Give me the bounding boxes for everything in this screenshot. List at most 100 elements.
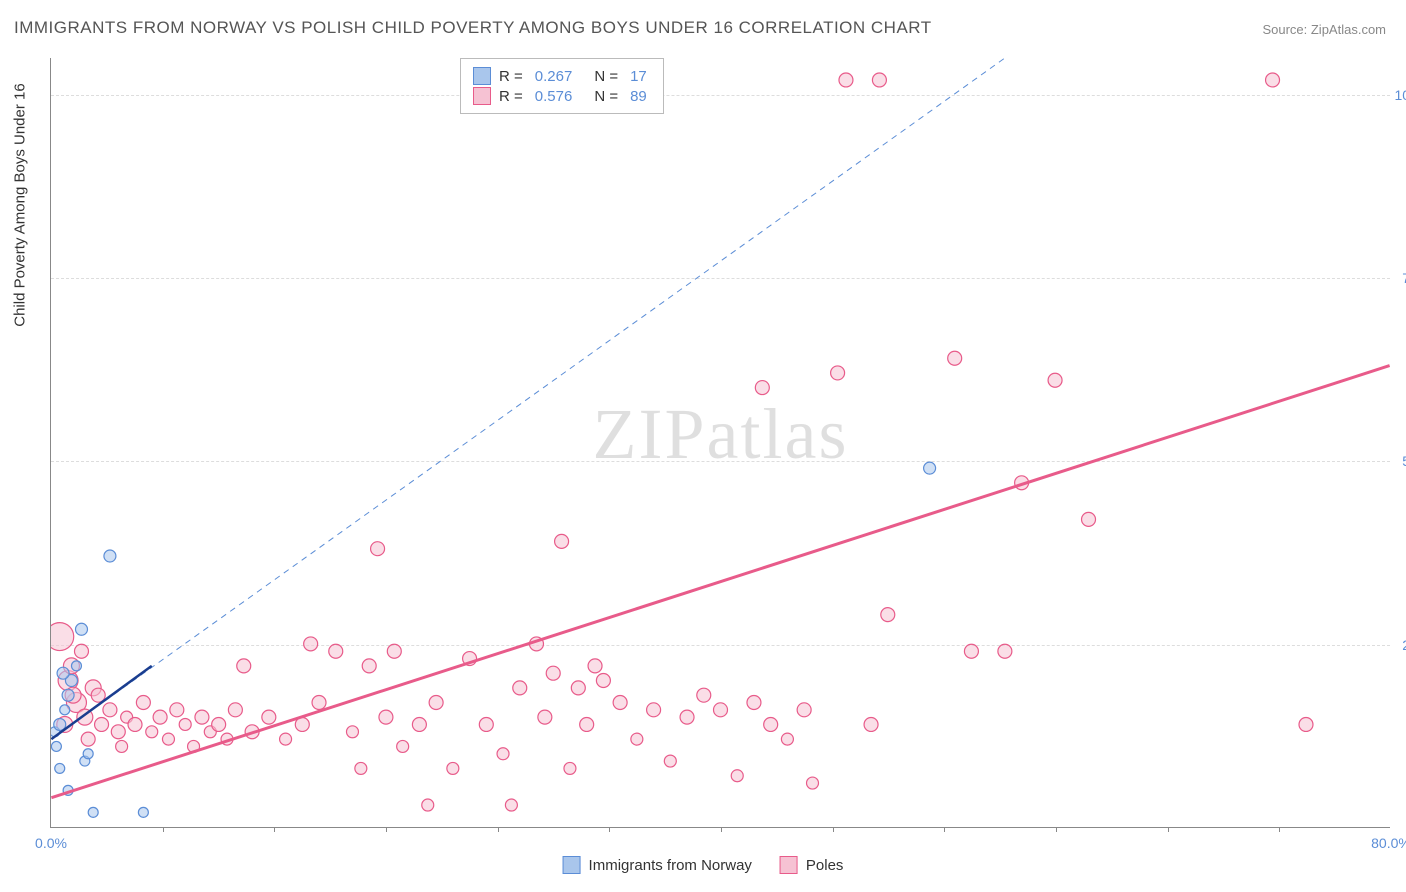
scatter-point (138, 807, 148, 817)
scatter-point (1082, 512, 1096, 526)
scatter-point (128, 717, 142, 731)
legend-swatch (473, 67, 491, 85)
scatter-point (103, 703, 117, 717)
scatter-point (51, 623, 74, 651)
scatter-point (104, 550, 116, 562)
x-minor-tick (944, 827, 945, 832)
scatter-point (731, 770, 743, 782)
legend-row: R = 0.267 N = 17 (473, 67, 651, 85)
scatter-point (62, 689, 74, 701)
n-value: 89 (630, 88, 647, 105)
trend-line (51, 58, 1005, 739)
scatter-point (714, 703, 728, 717)
scatter-point (479, 717, 493, 731)
n-label: N = (594, 88, 618, 105)
scatter-point (111, 725, 125, 739)
scatter-point (397, 740, 409, 752)
n-value: 17 (630, 68, 647, 85)
scatter-point (146, 726, 158, 738)
correlation-chart: IMMIGRANTS FROM NORWAY VS POLISH CHILD P… (0, 0, 1406, 892)
scatter-point (355, 762, 367, 774)
scatter-point (422, 799, 434, 811)
legend-swatch (473, 87, 491, 105)
scatter-point (212, 717, 226, 731)
scatter-point (83, 749, 93, 759)
scatter-point (362, 659, 376, 673)
x-minor-tick (609, 827, 610, 832)
scatter-point (564, 762, 576, 774)
scatter-point (596, 674, 610, 688)
y-tick-label: 50.0% (1402, 453, 1406, 469)
y-tick-label: 25.0% (1402, 637, 1406, 653)
scatter-point (831, 366, 845, 380)
scatter-point (55, 763, 65, 773)
y-tick-label: 100.0% (1395, 87, 1406, 103)
plot-area: ZIPatlas 25.0%50.0%75.0%100.0%0.0%80.0% (50, 58, 1390, 828)
scatter-point (88, 807, 98, 817)
scatter-point (697, 688, 711, 702)
scatter-point (948, 351, 962, 365)
scatter-point (346, 726, 358, 738)
series-legend: Immigrants from Norway Poles (563, 856, 844, 874)
scatter-point (538, 710, 552, 724)
legend-item: Poles (780, 856, 844, 874)
x-minor-tick (1168, 827, 1169, 832)
scatter-point (755, 381, 769, 395)
scatter-point (881, 608, 895, 622)
scatter-point (387, 644, 401, 658)
scatter-point (580, 717, 594, 731)
scatter-point (964, 644, 978, 658)
scatter-point (571, 681, 585, 695)
scatter-point (237, 659, 251, 673)
trend-line (51, 366, 1389, 798)
scatter-point (1299, 717, 1313, 731)
r-value: 0.576 (535, 88, 573, 105)
r-label: R = (499, 68, 523, 85)
x-tick-label: 80.0% (1371, 835, 1406, 851)
x-minor-tick (498, 827, 499, 832)
scatter-point (51, 741, 61, 751)
scatter-point (280, 733, 292, 745)
legend-item: Immigrants from Norway (563, 856, 752, 874)
scatter-point (505, 799, 517, 811)
x-minor-tick (386, 827, 387, 832)
r-value: 0.267 (535, 68, 573, 85)
scatter-point (329, 644, 343, 658)
scatter-point (71, 661, 81, 671)
scatter-point (379, 710, 393, 724)
x-minor-tick (1279, 827, 1280, 832)
legend-swatch (780, 856, 798, 874)
x-minor-tick (274, 827, 275, 832)
scatter-point (170, 703, 184, 717)
scatter-point (228, 703, 242, 717)
scatter-point (555, 534, 569, 548)
scatter-point (371, 542, 385, 556)
plot-svg (51, 58, 1390, 827)
scatter-point (588, 659, 602, 673)
x-tick-label: 0.0% (35, 835, 67, 851)
y-axis-label: Child Poverty Among Boys Under 16 (12, 83, 29, 326)
legend-swatch (563, 856, 581, 874)
scatter-point (74, 644, 88, 658)
correlation-legend: R = 0.267 N = 17 R = 0.576 N = 89 (460, 58, 664, 114)
x-minor-tick (163, 827, 164, 832)
scatter-point (153, 710, 167, 724)
scatter-point (262, 710, 276, 724)
scatter-point (872, 73, 886, 87)
legend-label: Immigrants from Norway (589, 857, 752, 874)
scatter-point (764, 717, 778, 731)
scatter-point (57, 667, 69, 679)
scatter-point (747, 696, 761, 710)
scatter-point (664, 755, 676, 767)
r-label: R = (499, 88, 523, 105)
scatter-point (631, 733, 643, 745)
scatter-point (613, 696, 627, 710)
scatter-point (179, 718, 191, 730)
scatter-point (429, 696, 443, 710)
legend-row: R = 0.576 N = 89 (473, 87, 651, 105)
scatter-point (136, 696, 150, 710)
scatter-point (81, 732, 95, 746)
scatter-point (95, 717, 109, 731)
scatter-point (1266, 73, 1280, 87)
scatter-point (312, 696, 326, 710)
